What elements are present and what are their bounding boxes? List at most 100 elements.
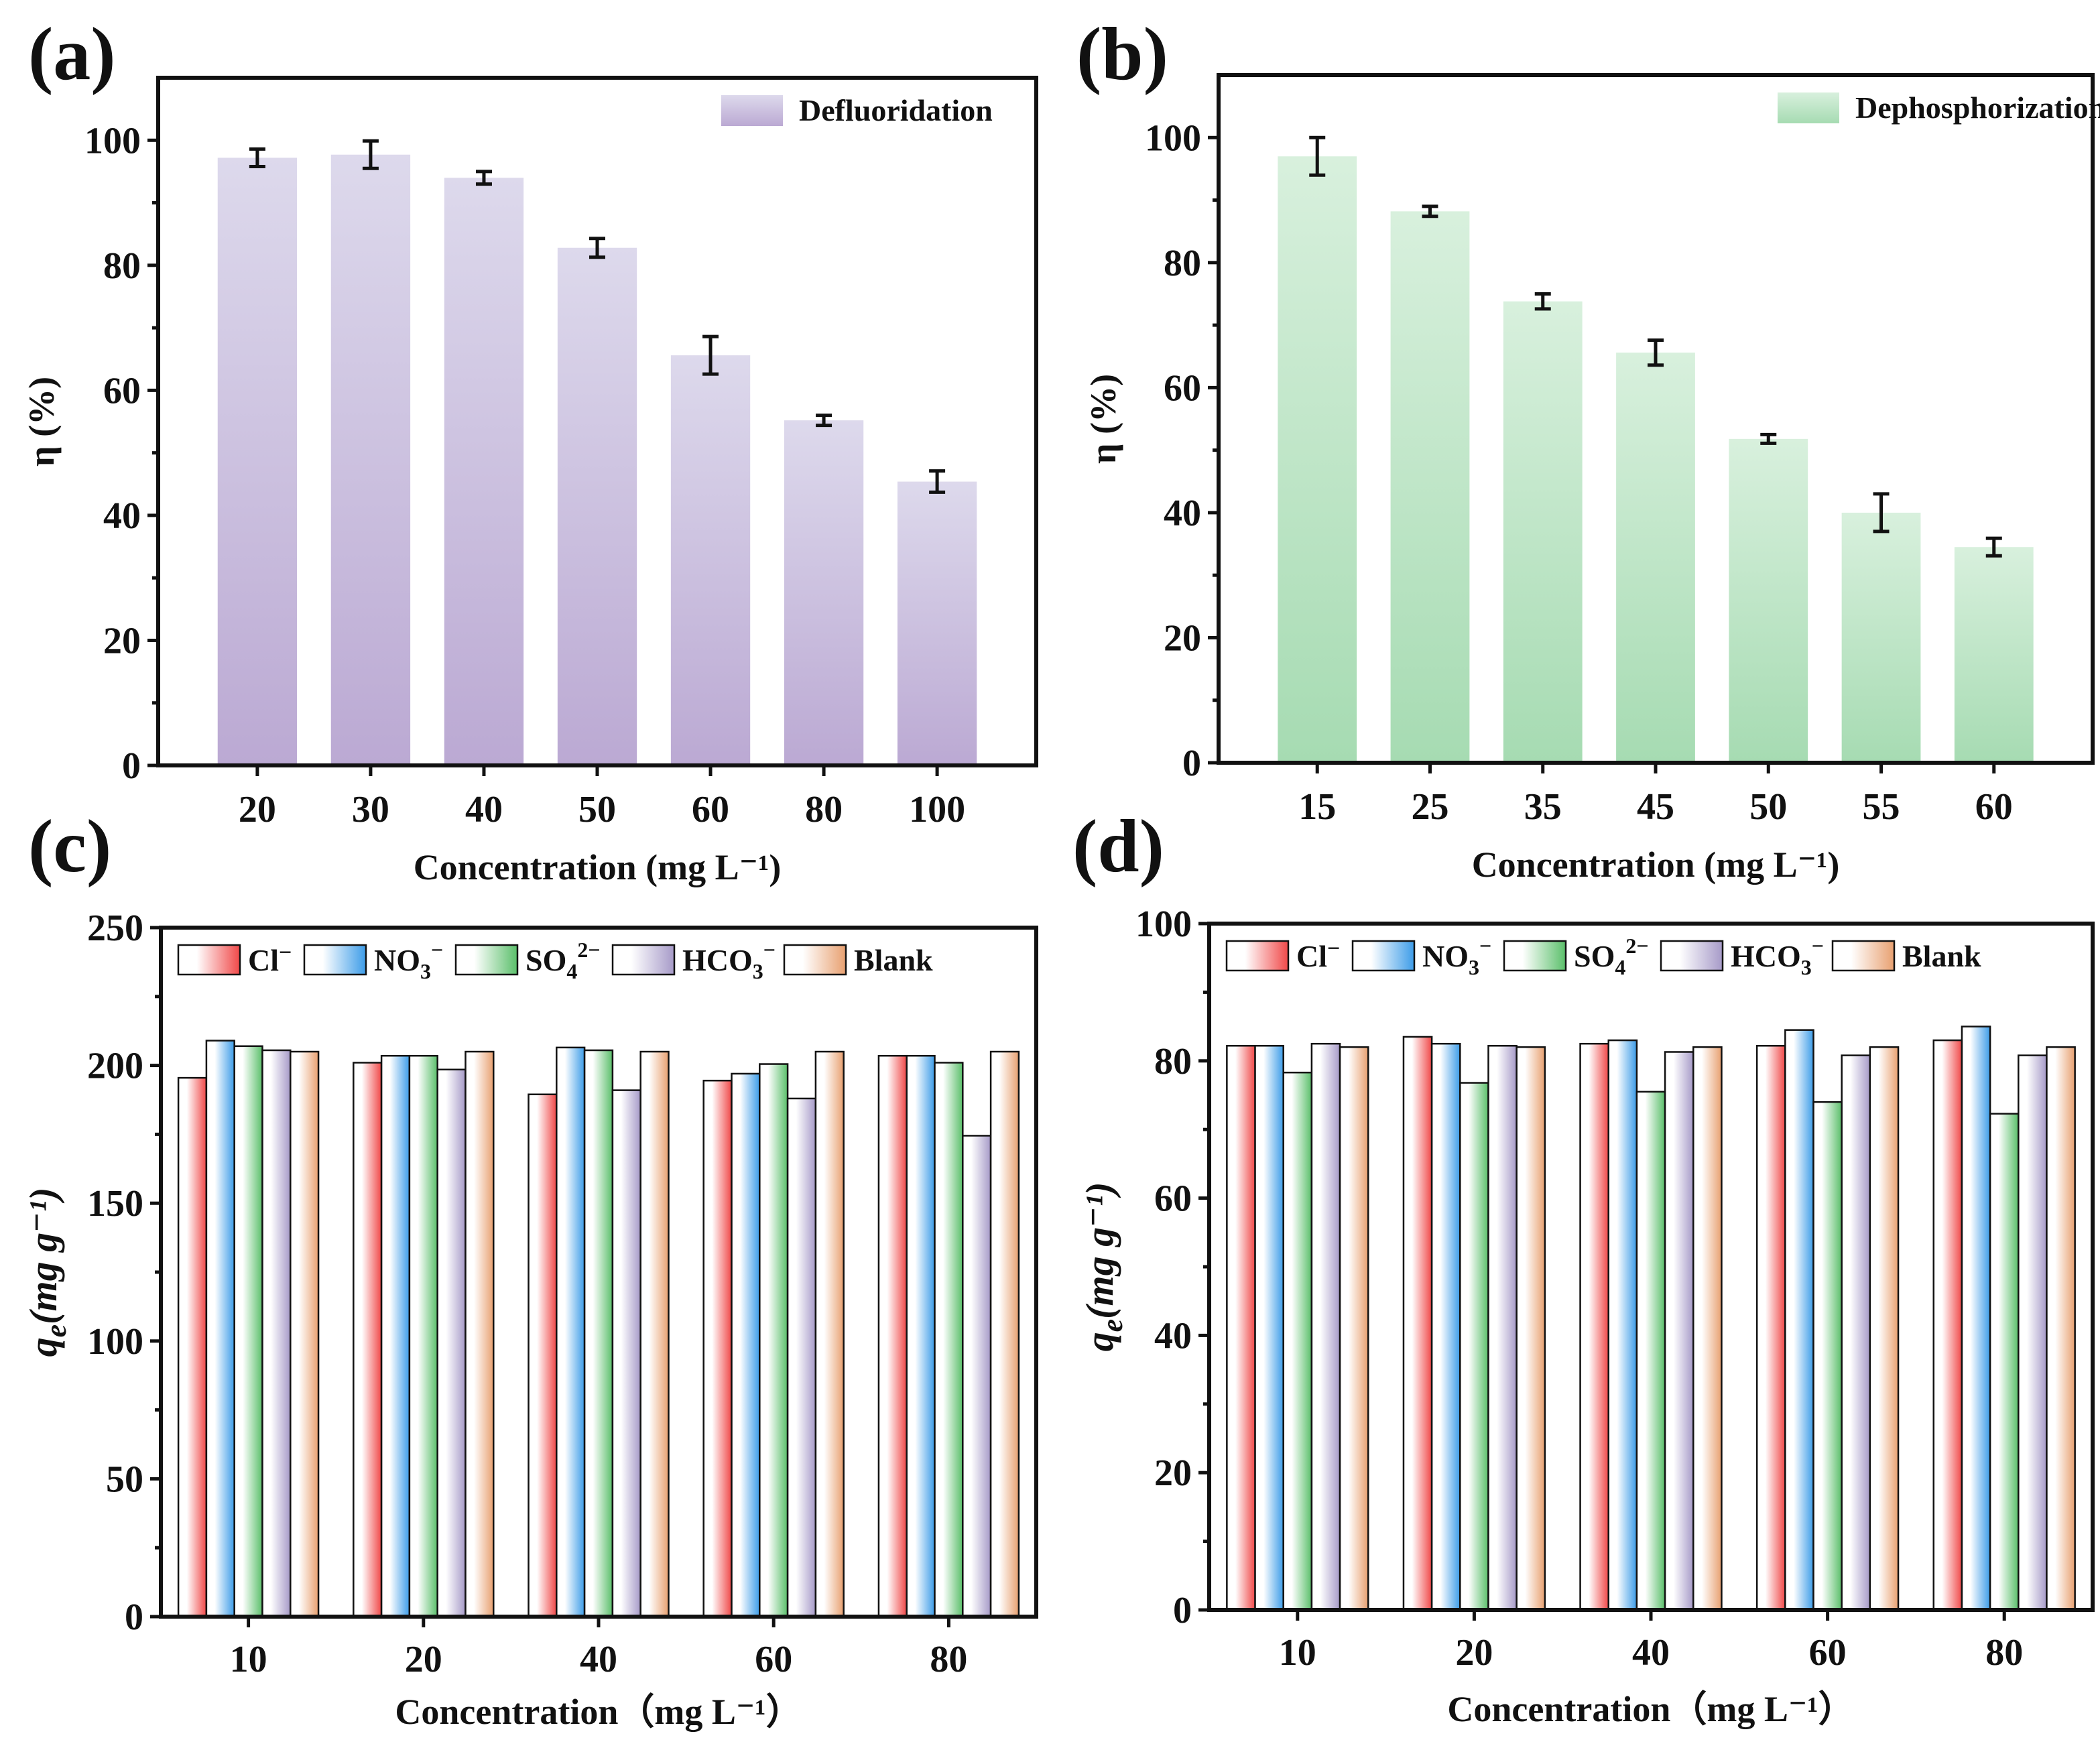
bar [759, 1063, 789, 1618]
legend-label: Cl− [248, 940, 292, 977]
y-tick-label: 100 [87, 1321, 143, 1363]
panel-b: (b) 0 20 40 60 80 100 15 25 35 45 50 55 60 Concentrati… [1076, 13, 2100, 885]
y-tick-label: 40 [1154, 1315, 1192, 1357]
y-axis-units: (mg g⁻¹) [21, 1188, 65, 1324]
x-tick-label: 60 [1809, 1632, 1847, 1674]
error-bar [475, 170, 492, 186]
x-tick-label: 60 [692, 789, 729, 830]
bar [1635, 1090, 1666, 1611]
legend-label: SO42− [1574, 934, 1649, 979]
bar [177, 1076, 208, 1618]
x-tick-label: 20 [405, 1639, 442, 1680]
error-bar [1309, 135, 1326, 177]
legend-label: Blank [854, 943, 933, 977]
bar [353, 1062, 383, 1618]
bar [786, 1097, 817, 1618]
bar [583, 1049, 614, 1618]
x-tick-label: 100 [909, 789, 965, 830]
y-ticks [147, 138, 158, 767]
bar [1841, 512, 1921, 763]
x-axis-title: Concentration（mg L⁻¹） [1447, 1689, 1854, 1729]
y-tick-label: 150 [87, 1183, 143, 1225]
legend-label-base: Cl [1296, 939, 1327, 973]
x-tick-label: 80 [1985, 1632, 2023, 1674]
panel-c: (c) 0 50 100 150 200 250 10 20 40 60 80 Concentratio… [21, 805, 1038, 1732]
bar [465, 1050, 495, 1618]
x-ticks [255, 765, 939, 776]
bar [1487, 1045, 1518, 1611]
bar [330, 154, 411, 765]
legend-swatch [454, 944, 519, 976]
x-tick-label: 20 [1455, 1632, 1493, 1674]
y-axis-symbol: q [1078, 1332, 1121, 1351]
bars-group [177, 1040, 1020, 1618]
bar [1310, 1042, 1341, 1611]
x-tick-label: 45 [1637, 786, 1674, 828]
error-bar [1648, 338, 1664, 367]
error-bar [929, 469, 946, 494]
bar [1954, 547, 2034, 763]
bar [639, 1050, 670, 1618]
bar [962, 1135, 992, 1618]
legend-label: NO3− [374, 938, 443, 983]
bar [1516, 1046, 1546, 1611]
legend: Defluoridation [721, 93, 993, 127]
x-axis-title: Concentration (mg L⁻¹) [1472, 845, 1840, 885]
bar [1579, 1042, 1609, 1611]
legend-label-superscript: − [1479, 934, 1491, 958]
legend-swatch [721, 95, 783, 126]
error-bar [589, 237, 605, 259]
legend-label-base: HCO [1731, 939, 1801, 973]
x-tick-label: 80 [930, 1639, 967, 1680]
bar [380, 1054, 411, 1618]
legend-label-base: Cl [248, 943, 279, 977]
legend: Cl− NO3− SO42− HCO3− Blank [177, 938, 933, 983]
y-axis-subscript: e [1096, 1319, 1129, 1332]
y-tick-label: 0 [1182, 743, 1201, 784]
bar [784, 420, 864, 765]
y-tick-label: 80 [1164, 243, 1201, 284]
bar [556, 1046, 586, 1618]
legend-label: SO42− [526, 938, 601, 983]
legend-label-subscript: 3 [1469, 955, 1479, 979]
legend-label-subscript: 3 [420, 959, 431, 983]
y-ticks [1208, 135, 1219, 765]
legend-label-base: Blank [1902, 939, 1981, 973]
y-tick-label: 20 [1154, 1452, 1192, 1494]
legend-label-superscript: − [763, 938, 776, 962]
panel-label: (b) [1076, 13, 1168, 96]
panel-label: (c) [28, 805, 111, 888]
bar [1989, 1113, 2020, 1611]
bar [1784, 1029, 1814, 1611]
y-tick-label: 0 [1173, 1590, 1192, 1631]
legend-label-base: HCO [682, 943, 753, 977]
legend-swatch [1503, 940, 1567, 972]
y-tick-label: 60 [1164, 367, 1201, 409]
x-tick-label: 30 [352, 789, 389, 830]
x-tick-label: 50 [1749, 786, 1787, 828]
legend-label-superscript: − [1327, 936, 1340, 961]
y-tick-label: 60 [103, 370, 141, 412]
bar [1278, 156, 1357, 763]
legend-swatch [177, 944, 241, 976]
legend-label-superscript: 2− [1625, 934, 1648, 958]
legend-label-subscript: 4 [566, 959, 577, 983]
x-ticks [247, 1617, 950, 1627]
legend-label-superscript: − [431, 938, 443, 962]
x-tick-label: 60 [755, 1639, 792, 1680]
bar [205, 1040, 235, 1618]
bar [1869, 1046, 1900, 1611]
legend-label: NO3− [1422, 934, 1491, 979]
x-tick-label: 10 [1279, 1632, 1316, 1674]
x-tick-label: 80 [805, 789, 843, 830]
bars-group [1226, 1025, 2076, 1611]
bar [670, 355, 751, 765]
bar [731, 1072, 761, 1618]
x-tick-label: 40 [465, 789, 503, 830]
x-axis-title: Concentration (mg L⁻¹) [414, 847, 782, 887]
error-bar [1534, 292, 1551, 311]
y-tick-label: 80 [103, 245, 141, 287]
legend: Dephosphorization [1778, 90, 2100, 125]
legend-label-base: NO [1422, 939, 1469, 973]
bar [1664, 1051, 1694, 1611]
